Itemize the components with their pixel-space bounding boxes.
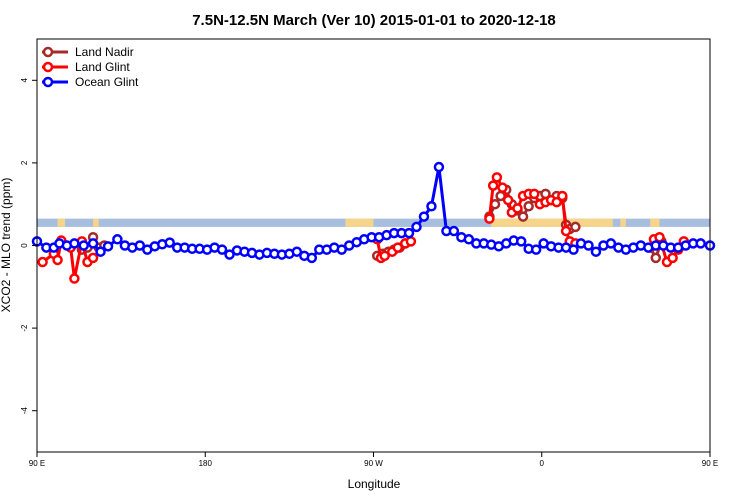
legend-item: Land Glint xyxy=(42,60,130,74)
data-point xyxy=(502,194,514,206)
data-point xyxy=(379,250,390,262)
x-axis-label: Longitude xyxy=(348,477,401,491)
legend-item: Land Nadir xyxy=(42,45,134,59)
x-tick-label: 90 E xyxy=(702,459,718,468)
land-ocean-band xyxy=(37,218,710,227)
x-tick-label: 180 xyxy=(199,459,213,468)
data-point xyxy=(69,273,80,284)
data-point xyxy=(517,211,529,222)
data-point xyxy=(487,180,499,191)
legend-label: Land Glint xyxy=(75,60,130,74)
data-point xyxy=(87,238,99,249)
data-point xyxy=(95,246,106,257)
data-point xyxy=(78,240,89,251)
data-point xyxy=(336,244,347,255)
data-point xyxy=(102,241,114,252)
data-point xyxy=(448,225,460,237)
data-point xyxy=(433,161,445,173)
data-point xyxy=(654,231,665,243)
data-point xyxy=(530,244,542,255)
data-point xyxy=(491,172,503,183)
series-ocean-glint xyxy=(31,161,716,264)
data-point xyxy=(667,252,678,264)
data-point xyxy=(403,227,415,239)
land-span xyxy=(93,218,99,227)
legend-swatch-marker xyxy=(42,76,54,88)
data-point xyxy=(551,196,562,208)
land-span xyxy=(491,218,606,227)
data-point xyxy=(557,190,568,202)
series-land-glint xyxy=(37,172,690,284)
data-point xyxy=(515,236,527,247)
land-span xyxy=(57,218,66,227)
data-point xyxy=(52,254,63,266)
data-point xyxy=(605,238,617,249)
data-point xyxy=(306,252,318,264)
legend-label: Land Nadir xyxy=(75,45,134,59)
data-point xyxy=(497,182,508,193)
x-axis: 90 E 180 90 W 0 90 E xyxy=(29,452,718,468)
data-point xyxy=(224,249,235,260)
data-point xyxy=(529,188,540,200)
y-tick-label: -4 xyxy=(20,407,29,415)
data-point xyxy=(69,238,80,249)
data-point xyxy=(216,244,228,255)
data-point xyxy=(463,234,475,245)
x-tick-label: 90 E xyxy=(29,459,45,468)
data-point xyxy=(523,201,534,212)
legend-item: Ocean Glint xyxy=(42,75,139,89)
legend-swatch-marker xyxy=(42,46,54,58)
data-point xyxy=(87,252,99,264)
data-point xyxy=(134,240,146,251)
y-tick-label: 2 xyxy=(20,160,29,165)
data-point xyxy=(37,256,48,268)
legend-label: Ocean Glint xyxy=(75,75,139,89)
data-point xyxy=(411,221,422,233)
land-span xyxy=(620,218,626,227)
data-point xyxy=(695,238,706,249)
y-tick-label: -2 xyxy=(20,324,29,332)
land-span xyxy=(597,218,613,227)
land-span xyxy=(650,218,660,227)
x-tick-label: 90 W xyxy=(364,459,383,468)
y-axis-label: XCO2 - MLO trend (ppm) xyxy=(0,178,13,313)
land-span xyxy=(345,218,374,227)
y-tick-label: 4 xyxy=(20,78,29,83)
series-layer xyxy=(31,161,716,284)
data-point xyxy=(650,252,662,264)
data-point xyxy=(405,236,417,247)
x-tick-label: 0 xyxy=(540,459,545,468)
data-point xyxy=(112,234,123,245)
data-point xyxy=(568,244,579,255)
data-point xyxy=(418,211,430,222)
data-point xyxy=(570,221,581,233)
data-point xyxy=(512,203,523,214)
data-point xyxy=(392,242,404,253)
chart-title: 7.5N-12.5N March (Ver 10) 2015-01-01 to … xyxy=(192,12,556,29)
data-point xyxy=(426,201,437,212)
y-tick-label: 0 xyxy=(20,243,29,248)
y-axis: -4 -2 0 2 4 xyxy=(20,78,37,415)
data-point xyxy=(560,225,572,237)
data-point xyxy=(583,240,594,251)
data-point xyxy=(484,213,495,224)
data-point xyxy=(590,246,602,257)
data-point xyxy=(164,237,175,248)
data-point xyxy=(291,246,303,257)
legend-swatch-marker xyxy=(42,61,54,73)
